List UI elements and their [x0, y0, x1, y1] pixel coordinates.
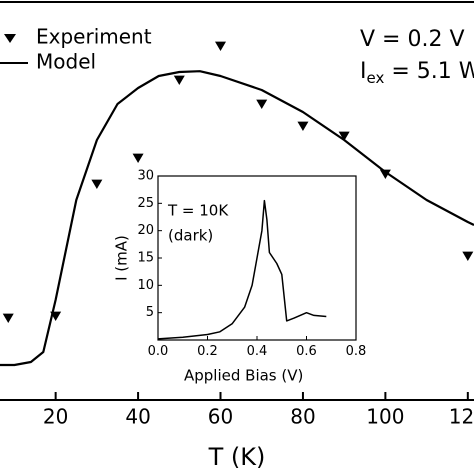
data-point [338, 131, 350, 141]
inset-annotation: T = 10K [167, 202, 229, 220]
inset-annotation: (dark) [168, 227, 213, 245]
y-tick-label: 25 [137, 196, 154, 211]
x-tick-label: 0.2 [197, 344, 218, 359]
data-point [173, 75, 185, 85]
x-tick-label: 60 [208, 405, 233, 429]
data-point [462, 251, 474, 261]
data-point [2, 313, 14, 323]
inset-x-label: Applied Bias (V) [184, 367, 303, 385]
data-point [91, 179, 103, 189]
x-tick-label: 0.4 [247, 344, 268, 359]
y-tick-label: 30 [137, 169, 154, 184]
x-tick-label: 0.8 [346, 344, 367, 359]
annotation: Iex = 5.1 W [360, 59, 474, 87]
x-axis-label: T (K) [208, 443, 266, 471]
x-tick-label: 0.6 [296, 344, 317, 359]
data-point [256, 99, 268, 109]
y-tick-label: 5 [146, 305, 154, 320]
legend-marker [4, 34, 16, 43]
y-tick-label: 10 [137, 278, 154, 293]
data-point [379, 169, 391, 179]
x-tick-label: 100 [366, 405, 404, 429]
data-line [157, 199, 327, 340]
inset-y-label: I (mA) [113, 235, 131, 281]
annotation: V = 0.2 V [360, 27, 465, 52]
plot-frame [0, 1, 474, 401]
data-line [0, 70, 474, 367]
data-point [215, 41, 227, 51]
y-tick-label: 15 [137, 251, 154, 266]
x-tick-label: 20 [43, 405, 68, 429]
x-tick-label: 80 [290, 405, 315, 429]
x-tick-label: 0.0 [148, 344, 169, 359]
legend-label: Experiment [36, 25, 152, 49]
data-point [297, 121, 309, 131]
x-tick-label: 120 [449, 405, 474, 429]
data-point [132, 153, 144, 163]
x-tick-label: 40 [125, 405, 150, 429]
legend-label: Model [36, 50, 96, 74]
y-tick-label: 20 [137, 223, 154, 238]
